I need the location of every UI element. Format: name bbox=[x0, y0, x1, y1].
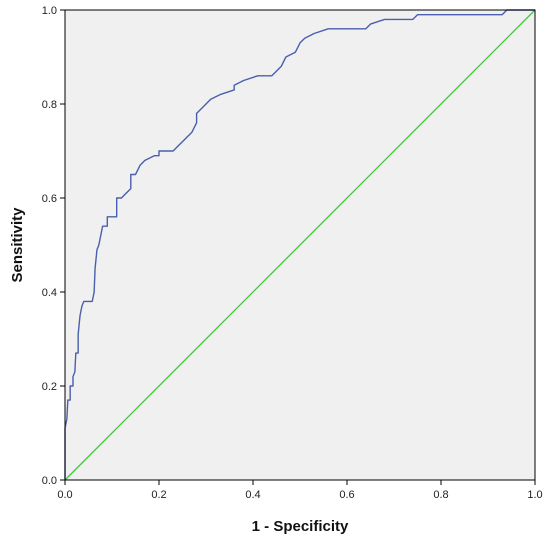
y-axis-ticks: 0.0 0.2 0.4 0.6 0.8 1.0 bbox=[42, 5, 65, 487]
x-tick-label: 0.4 bbox=[245, 489, 260, 501]
y-tick-label: 0.2 bbox=[42, 381, 57, 393]
x-axis-ticks: 0.0 0.2 0.4 0.6 0.8 1.0 bbox=[57, 480, 543, 501]
y-tick-label: 0.6 bbox=[42, 193, 57, 205]
y-tick-label: 0.8 bbox=[42, 99, 57, 111]
y-tick-label: 0.4 bbox=[42, 287, 57, 299]
plot-frame bbox=[64, 9, 536, 481]
x-tick-label: 0.0 bbox=[57, 489, 72, 501]
x-axis-title: 1 - Specificity bbox=[252, 518, 349, 535]
reference-line bbox=[64, 9, 536, 481]
roc-curve-line bbox=[64, 9, 535, 480]
y-axis-title: Sensitivity bbox=[9, 207, 26, 283]
x-tick-label: 0.6 bbox=[339, 489, 354, 501]
x-tick-label: 0.2 bbox=[151, 489, 166, 501]
x-tick-label: 0.8 bbox=[433, 489, 448, 501]
y-tick-label: 0.0 bbox=[42, 475, 57, 487]
y-tick-label: 1.0 bbox=[42, 5, 57, 17]
x-tick-label: 1.0 bbox=[527, 489, 542, 501]
